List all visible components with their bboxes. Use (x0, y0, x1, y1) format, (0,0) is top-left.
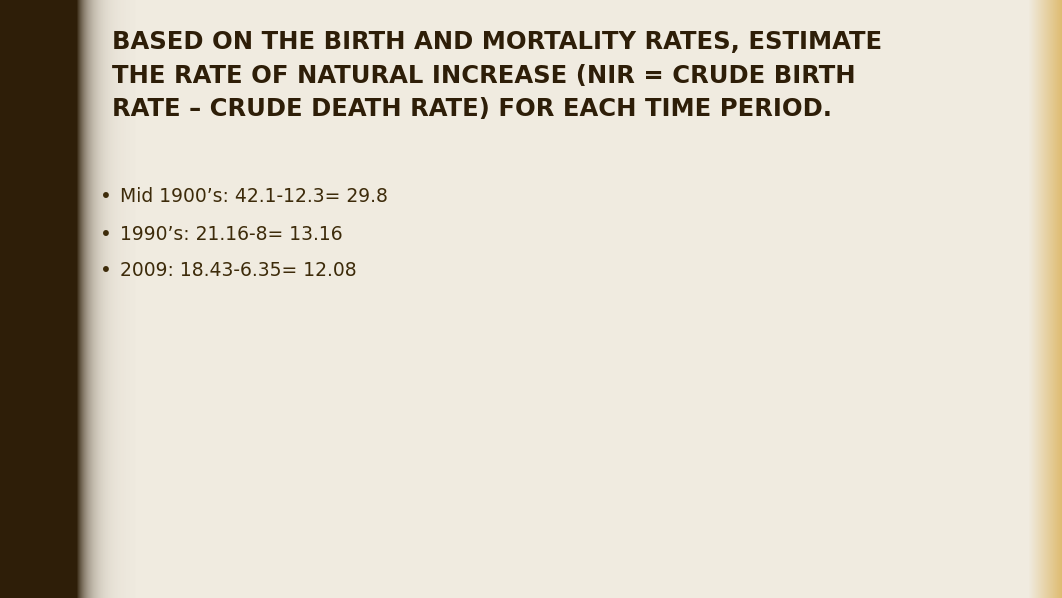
Text: •: • (100, 261, 112, 280)
Text: 2009: 18.43-6.35= 12.08: 2009: 18.43-6.35= 12.08 (120, 261, 357, 280)
Text: •: • (100, 224, 112, 243)
Text: •: • (100, 188, 112, 206)
Text: 1990’s: 21.16-8= 13.16: 1990’s: 21.16-8= 13.16 (120, 224, 343, 243)
Text: Mid 1900’s: 42.1-12.3= 29.8: Mid 1900’s: 42.1-12.3= 29.8 (120, 188, 388, 206)
Text: BASED ON THE BIRTH AND MORTALITY RATES, ESTIMATE
THE RATE OF NATURAL INCREASE (N: BASED ON THE BIRTH AND MORTALITY RATES, … (112, 30, 883, 121)
